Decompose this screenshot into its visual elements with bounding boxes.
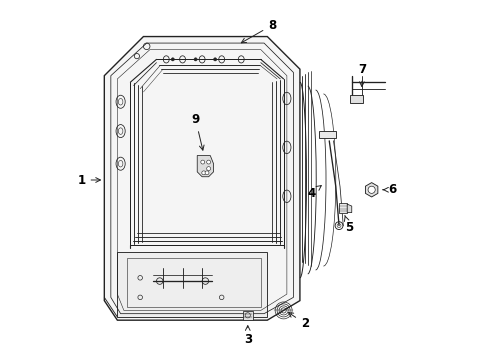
Polygon shape — [117, 252, 267, 317]
Circle shape — [206, 167, 210, 171]
Circle shape — [201, 160, 204, 164]
Text: 2: 2 — [288, 312, 308, 330]
Circle shape — [367, 186, 374, 193]
Text: 8: 8 — [241, 19, 276, 43]
Circle shape — [204, 171, 208, 175]
Text: 5: 5 — [344, 215, 352, 234]
Circle shape — [202, 171, 205, 175]
Polygon shape — [242, 311, 252, 320]
Polygon shape — [197, 156, 213, 177]
Polygon shape — [319, 131, 335, 138]
Polygon shape — [104, 37, 299, 320]
Circle shape — [213, 58, 216, 61]
Text: 6: 6 — [382, 183, 396, 196]
Polygon shape — [338, 203, 346, 213]
Text: 4: 4 — [306, 185, 321, 199]
Circle shape — [206, 160, 210, 164]
Text: 9: 9 — [191, 113, 203, 150]
Polygon shape — [346, 204, 351, 213]
Text: 7: 7 — [357, 63, 365, 86]
Circle shape — [194, 58, 197, 61]
Polygon shape — [350, 95, 363, 103]
Text: 1: 1 — [77, 174, 100, 186]
Circle shape — [171, 58, 174, 61]
Text: 3: 3 — [243, 326, 251, 346]
